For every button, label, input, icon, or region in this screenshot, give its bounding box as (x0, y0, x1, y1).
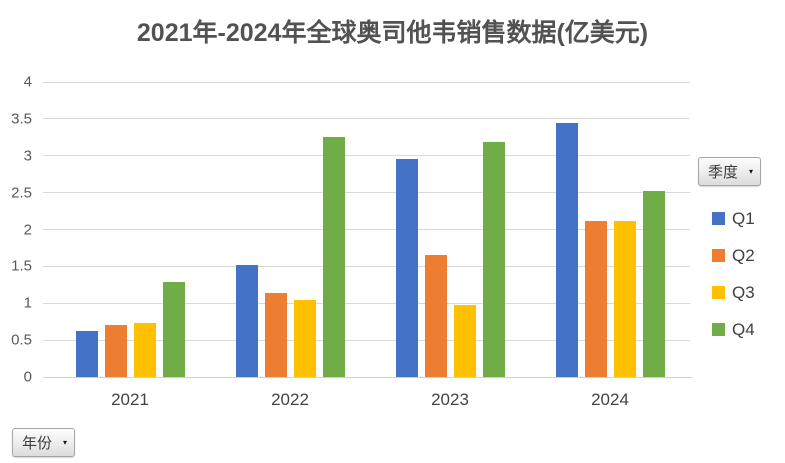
gridline (50, 339, 690, 341)
legend-items: Q1 Q2 Q3 Q4 (698, 200, 785, 348)
y-axis-ticks (43, 81, 50, 378)
legend-item-Q4: Q4 (712, 311, 785, 348)
bar-Q1-2023 (395, 159, 418, 377)
gridline (50, 265, 690, 267)
y-axis-label: 0 (23, 368, 32, 386)
bar-Q4-2023 (482, 141, 505, 377)
x-axis-label: 2024 (591, 390, 629, 409)
gridline (50, 155, 690, 157)
y-axis-label: 4 (23, 73, 32, 91)
y-axis-tick (43, 265, 50, 267)
y-axis-tick (43, 302, 50, 304)
bar-group-2024 (530, 82, 690, 377)
x-axis-label: 2022 (271, 390, 309, 409)
bar-Q2-2023 (424, 255, 447, 377)
bar-Q4-2022 (322, 136, 345, 377)
x-axis-line (44, 377, 692, 378)
axis-field-button-label: 年份 (22, 435, 53, 452)
bar-Q3-2021 (133, 323, 156, 377)
y-axis-label: 2 (23, 221, 32, 238)
y-axis-label: 0.5 (11, 331, 32, 349)
x-axis-label: 2023 (431, 390, 469, 409)
legend-item-Q1: Q1 (712, 200, 785, 237)
legend-swatch (712, 212, 725, 225)
y-axis-tick (43, 229, 50, 230)
y-axis-label: 1.5 (11, 257, 32, 275)
legend-swatch (712, 323, 725, 336)
bar-groups (50, 82, 690, 377)
y-axis-label: 3.5 (11, 110, 32, 128)
gridline (50, 302, 690, 304)
x-axis-labels: 2021 2022 2023 2024 (50, 390, 690, 410)
legend-label: Q3 (732, 282, 755, 302)
legend-swatch (712, 286, 725, 299)
plot-area (50, 81, 690, 378)
legend: 季度 ▾ Q1 Q2 Q3 Q4 (698, 157, 785, 348)
bar-Q4-2021 (162, 281, 185, 377)
chart-title: 2021年-2024年全球奥司他韦销售数据(亿美元) (136, 19, 649, 47)
y-axis-tick (43, 155, 50, 157)
legend-item-Q3: Q3 (712, 274, 785, 311)
y-axis-tick (43, 339, 50, 341)
bar-Q2-2021 (104, 325, 127, 377)
bar-Q3-2022 (293, 299, 316, 377)
dropdown-arrow-icon: ▾ (749, 166, 754, 176)
gridline (50, 81, 690, 83)
bar-Q1-2021 (75, 330, 98, 377)
gridline (50, 192, 690, 194)
bar-Q2-2022 (264, 292, 287, 377)
y-axis-label: 2.5 (11, 184, 32, 202)
legend-item-Q2: Q2 (712, 237, 785, 274)
axis-field-button[interactable]: 年份 ▾ (12, 428, 76, 457)
bar-Q1-2024 (555, 123, 578, 377)
dropdown-arrow-icon: ▾ (63, 437, 68, 447)
y-axis-tick (43, 118, 50, 120)
gridline (50, 118, 690, 120)
bar-group-2023 (370, 82, 530, 377)
bar-group-2021 (50, 82, 210, 377)
bar-Q2-2024 (584, 221, 607, 377)
bar-Q3-2023 (453, 304, 476, 377)
x-axis-label: 2021 (111, 390, 149, 409)
series-field-button-label: 季度 (708, 164, 739, 181)
legend-swatch (712, 249, 725, 262)
y-axis-label: 3 (23, 147, 32, 165)
bar-Q4-2024 (642, 191, 665, 377)
bar-Q3-2024 (613, 221, 636, 377)
bar-group-2022 (210, 82, 370, 377)
legend-label: Q4 (732, 319, 755, 339)
y-axis-label: 1 (23, 294, 32, 312)
legend-label: Q1 (732, 208, 755, 228)
legend-label: Q2 (732, 245, 755, 265)
bar-Q1-2022 (235, 264, 258, 377)
y-axis-tick (43, 81, 50, 83)
gridline (50, 229, 690, 230)
y-axis-tick (43, 192, 50, 194)
y-axis: 0 0.5 1 1.5 2 2.5 3 3.5 4 (0, 74, 36, 386)
series-field-button[interactable]: 季度 ▾ (698, 157, 762, 186)
